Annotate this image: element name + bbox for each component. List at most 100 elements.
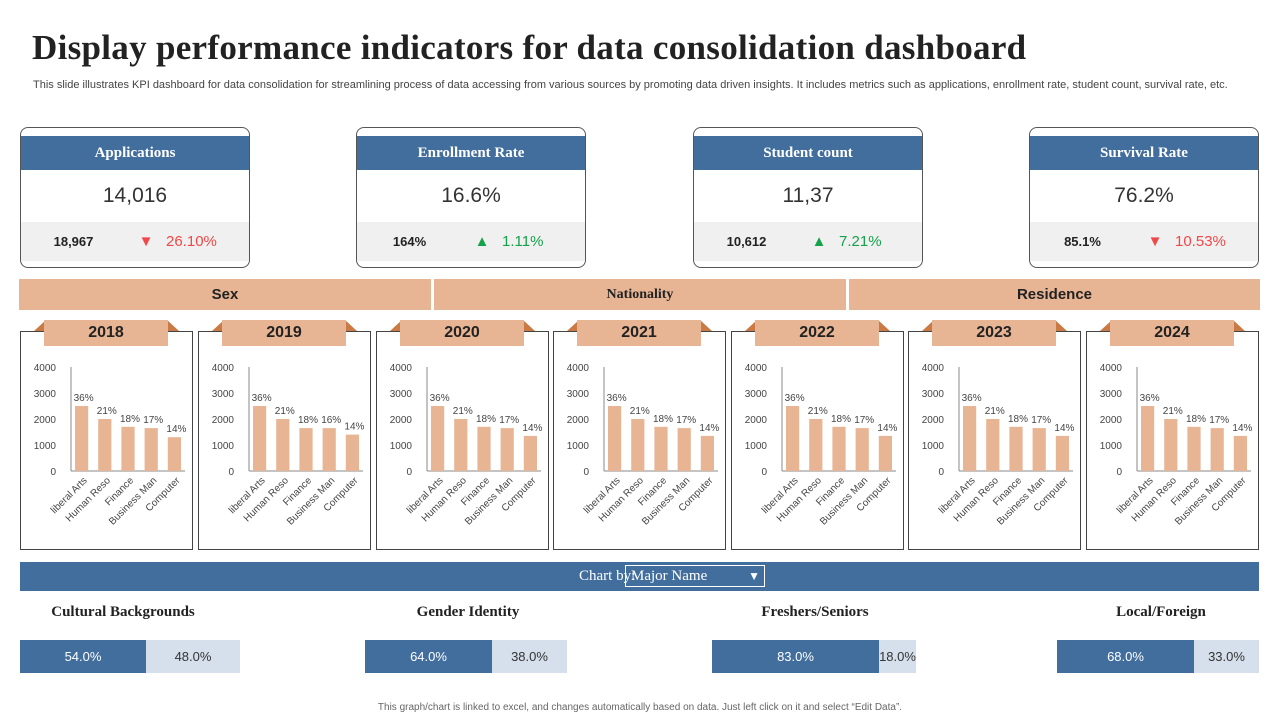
y-tick-label: 3000: [390, 389, 413, 400]
kpi-change: 10.53%: [1175, 233, 1226, 250]
bar[interactable]: [677, 428, 691, 471]
bar[interactable]: [986, 419, 1000, 471]
data-label: 14%: [1054, 423, 1074, 434]
bar[interactable]: [700, 435, 714, 471]
bar[interactable]: [1032, 428, 1046, 471]
category-sex[interactable]: Sex: [19, 279, 431, 310]
kpi-change: 26.10%: [166, 233, 217, 250]
category-residence[interactable]: Residence: [849, 279, 1260, 310]
bar[interactable]: [631, 419, 645, 471]
kpi-change: 7.21%: [839, 233, 882, 250]
bar[interactable]: [477, 426, 491, 471]
kpi-previous: 10,612: [726, 234, 767, 249]
bar[interactable]: [121, 426, 135, 471]
bar[interactable]: [98, 419, 112, 471]
bar[interactable]: [855, 428, 869, 471]
data-label: 36%: [607, 393, 627, 404]
bar[interactable]: [608, 406, 622, 471]
y-tick-label: 1000: [567, 441, 590, 452]
kpi-card: Survival Rate 76.2% 85.1% ▼ 10.53%: [1029, 127, 1259, 268]
bar[interactable]: [786, 406, 800, 471]
bar-segment-secondary: 33.0%: [1194, 640, 1259, 673]
bar[interactable]: [1187, 426, 1201, 471]
split-bar: 54.0% 48.0%: [20, 640, 240, 673]
bar[interactable]: [144, 428, 158, 471]
bar[interactable]: [878, 435, 892, 471]
y-tick-label: 3000: [922, 389, 945, 400]
kpi-value: 16.6%: [441, 184, 501, 207]
bar-segment-secondary: 38.0%: [492, 640, 567, 673]
year-chart-panel: 0 1000 2000 3000 4000 36% liberal Arts 21% Human…: [553, 331, 726, 550]
y-tick-label: 4000: [745, 363, 768, 374]
year-ribbon: 2022: [755, 320, 879, 346]
category-nationality[interactable]: Nationality: [434, 279, 846, 310]
group-label: Gender Identity: [416, 604, 520, 620]
y-tick-label: 0: [406, 467, 412, 478]
kpi-previous: 18,967: [53, 234, 94, 249]
y-tick-label: 0: [583, 467, 589, 478]
bar[interactable]: [1164, 419, 1178, 471]
y-tick-label: 4000: [390, 363, 413, 374]
data-label: 17%: [143, 415, 163, 426]
group-label: Local/Foreign: [1116, 604, 1206, 620]
page-title: Display performance indicators for data …: [32, 28, 1027, 67]
bar[interactable]: [1210, 428, 1224, 471]
y-tick-label: 2000: [922, 415, 945, 426]
bar[interactable]: [500, 428, 514, 471]
bar[interactable]: [1009, 426, 1023, 471]
y-tick-label: 0: [228, 467, 234, 478]
y-tick-label: 3000: [567, 389, 590, 400]
chart-by-label: Chart by:: [579, 568, 636, 584]
kpi-label: Applications: [21, 136, 249, 170]
split-bar: 64.0% 38.0%: [365, 640, 567, 673]
data-label: 36%: [252, 393, 272, 404]
bar[interactable]: [75, 406, 89, 471]
bar[interactable]: [832, 426, 846, 471]
data-label: 21%: [453, 406, 473, 417]
bar[interactable]: [809, 419, 823, 471]
bar-segment-primary: 64.0%: [365, 640, 492, 673]
data-label: 16%: [321, 415, 341, 426]
bar-segment-primary: 68.0%: [1057, 640, 1194, 673]
y-tick-label: 1000: [1100, 441, 1123, 452]
split-bar: 68.0% 33.0%: [1057, 640, 1259, 673]
year-chart-panel: 0 1000 2000 3000 4000 36% liberal Arts 21% Human…: [198, 331, 371, 550]
bar[interactable]: [322, 428, 336, 471]
bar[interactable]: [345, 434, 359, 471]
bar-segment-secondary: 48.0%: [146, 640, 240, 673]
bar[interactable]: [1233, 435, 1247, 471]
bar[interactable]: [276, 419, 290, 471]
bar[interactable]: [299, 428, 313, 471]
bar[interactable]: [454, 419, 468, 471]
year-chart-panel: 0 1000 2000 3000 4000 36% liberal Arts 21% Human…: [376, 331, 549, 550]
chart-by-value: Major Name: [631, 568, 708, 584]
bar[interactable]: [1055, 435, 1069, 471]
data-label: 21%: [985, 406, 1005, 417]
arrow-down-icon: ▼: [138, 233, 154, 250]
chart-by-select[interactable]: Major Name ▼: [625, 565, 765, 587]
kpi-value: 11,37: [782, 184, 834, 207]
year-ribbon: 2019: [222, 320, 346, 346]
kpi-previous: 85.1%: [1064, 234, 1101, 249]
y-tick-label: 0: [938, 467, 944, 478]
data-label: 14%: [344, 422, 364, 433]
bar[interactable]: [654, 426, 668, 471]
kpi-label: Student count: [694, 136, 922, 170]
bar[interactable]: [431, 406, 445, 471]
bar[interactable]: [167, 437, 181, 471]
bar[interactable]: [1141, 406, 1155, 471]
y-tick-label: 2000: [34, 415, 57, 426]
bar[interactable]: [253, 406, 267, 471]
arrow-up-icon: ▲: [474, 233, 490, 250]
y-tick-label: 1000: [34, 441, 57, 452]
bar[interactable]: [523, 435, 537, 471]
data-label: 17%: [1209, 415, 1229, 426]
data-label: 14%: [522, 423, 542, 434]
data-label: 21%: [808, 406, 828, 417]
y-tick-label: 0: [1116, 467, 1122, 478]
bar[interactable]: [963, 406, 977, 471]
data-label: 36%: [785, 393, 805, 404]
y-tick-label: 4000: [212, 363, 235, 374]
y-tick-label: 4000: [1100, 363, 1123, 374]
